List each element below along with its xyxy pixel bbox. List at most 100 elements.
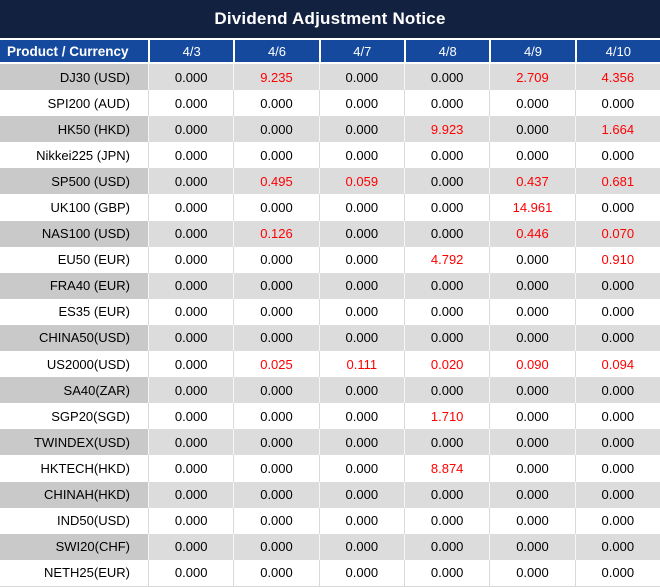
product-cell: EU50 (EUR) [0, 246, 148, 273]
table-row: UK100 (GBP) 0.000 0.000 0.000 0.000 14.961 0.0… [0, 194, 660, 221]
column-header-date-4: 4/8 [403, 40, 489, 62]
product-cell: UK100 (GBP) [0, 194, 148, 221]
value-cell: 0.000 [489, 246, 575, 273]
table-row: SPI200 (AUD) 0.000 0.000 0.000 0.000 0.000 0.0… [0, 90, 660, 117]
value-cell: 0.000 [489, 377, 575, 404]
value-cell: 0.000 [233, 116, 319, 143]
value-cell: 0.000 [318, 324, 404, 352]
value-cell: 0.000 [148, 429, 234, 456]
value-cell: 0.000 [148, 403, 234, 430]
value-cell: 0.000 [403, 168, 490, 195]
table-row: SA40(ZAR) 0.000 0.000 0.000 0.000 0.000 0.000 [0, 377, 660, 404]
value-cell: 0.000 [489, 455, 575, 482]
table-row: EU50 (EUR) 0.000 0.000 0.000 4.792 0.000 0.910 [0, 246, 660, 273]
column-header-product-currency: Product / Currency [7, 43, 129, 59]
value-cell: 0.000 [318, 429, 404, 456]
value-cell: 0.681 [574, 168, 660, 195]
value-cell: 0.070 [574, 220, 660, 247]
value-cell: 0.000 [233, 429, 319, 456]
product-cell: FRA40 (EUR) [0, 272, 148, 299]
value-cell: 0.000 [574, 481, 660, 508]
value-cell: 1.664 [574, 116, 660, 143]
table-row: NAS100 (USD) 0.000 0.126 0.000 0.000 0.446 0.0… [0, 220, 660, 247]
column-header-date-3: 4/7 [318, 40, 404, 62]
value-cell: 0.000 [574, 324, 660, 352]
value-cell: 0.000 [574, 377, 660, 404]
product-cell: ES35 (EUR) [0, 298, 148, 325]
value-cell: 0.020 [403, 351, 490, 378]
product-cell: NAS100 (USD) [0, 220, 148, 247]
value-cell: 4.792 [403, 246, 490, 273]
value-cell: 0.000 [318, 246, 404, 273]
value-cell: 0.000 [148, 168, 234, 195]
value-cell: 4.356 [574, 64, 660, 91]
value-cell: 0.000 [489, 90, 575, 117]
table-row: HK50 (HKD) 0.000 0.000 0.000 9.923 0.000 1.664 [0, 116, 660, 143]
value-cell: 0.000 [148, 351, 234, 378]
value-cell: 0.000 [489, 507, 575, 534]
value-cell: 0.000 [318, 298, 404, 325]
value-cell: 0.437 [489, 168, 575, 195]
value-cell: 0.000 [233, 455, 319, 482]
value-cell: 0.000 [574, 455, 660, 482]
value-cell: 0.000 [318, 90, 404, 117]
value-cell: 0.000 [403, 481, 490, 508]
value-cell: 0.000 [318, 507, 404, 534]
product-cell: IND50(USD) [0, 507, 148, 534]
value-cell: 0.000 [489, 116, 575, 143]
table-row: SP500 (USD) 0.000 0.495 0.059 0.000 0.437 0.68… [0, 168, 660, 195]
value-cell: 0.000 [148, 220, 234, 247]
value-cell: 1.710 [403, 403, 490, 430]
value-cell: 0.000 [489, 429, 575, 456]
value-cell: 0.000 [318, 403, 404, 430]
table-row: HKTECH(HKD) 0.000 0.000 0.000 8.874 0.000 0.00… [0, 455, 660, 482]
value-cell: 0.126 [233, 220, 319, 247]
value-cell: 0.000 [574, 90, 660, 117]
value-cell: 0.000 [318, 142, 404, 169]
value-cell: 0.000 [489, 272, 575, 299]
column-header-date-2: 4/6 [233, 40, 318, 62]
value-cell: 0.000 [148, 507, 234, 534]
value-cell: 0.000 [148, 455, 234, 482]
value-cell: 0.000 [148, 298, 234, 325]
product-cell: CHINA50(USD) [0, 324, 148, 352]
value-cell: 0.000 [148, 377, 234, 404]
value-cell: 9.235 [233, 64, 319, 91]
value-cell: 0.000 [489, 403, 575, 430]
value-cell: 0.000 [148, 481, 234, 508]
value-cell: 9.923 [403, 116, 490, 143]
product-cell: SGP20(SGD) [0, 403, 148, 430]
value-cell: 0.000 [574, 194, 660, 221]
value-cell: 0.000 [318, 559, 404, 586]
value-cell: 0.000 [148, 559, 234, 586]
value-cell: 0.000 [489, 298, 575, 325]
value-cell: 0.000 [403, 272, 490, 299]
value-cell: 0.000 [148, 533, 234, 560]
value-cell: 0.000 [403, 377, 490, 404]
value-cell: 0.000 [403, 142, 490, 169]
product-cell: SA40(ZAR) [0, 377, 148, 404]
product-cell: NETH25(EUR) [0, 559, 148, 586]
value-cell: 0.000 [318, 116, 404, 143]
value-cell: 0.000 [574, 142, 660, 169]
table-row: SGP20(SGD) 0.000 0.000 0.000 1.710 0.000 0.000 [0, 403, 660, 430]
table-row: IND50(USD) 0.000 0.000 0.000 0.000 0.000 0.000 [0, 507, 660, 534]
value-cell: 0.000 [403, 429, 490, 456]
value-cell: 0.000 [574, 298, 660, 325]
value-cell: 0.000 [318, 64, 404, 91]
value-cell: 0.111 [318, 351, 404, 378]
value-cell: 0.000 [574, 507, 660, 534]
value-cell: 0.446 [489, 220, 575, 247]
table-body: DJ30 (USD) 0.000 9.235 0.000 0.000 2.709 4.356… [0, 64, 660, 586]
product-cell: CHINAH(HKD) [0, 481, 148, 508]
column-header-date-6: 4/10 [574, 40, 660, 62]
value-cell: 0.000 [574, 559, 660, 586]
page-title: Dividend Adjustment Notice [0, 0, 660, 38]
table-row: DJ30 (USD) 0.000 9.235 0.000 0.000 2.709 4.356 [0, 64, 660, 91]
value-cell: 0.000 [403, 90, 490, 117]
value-cell: 0.000 [233, 194, 319, 221]
value-cell: 0.000 [233, 142, 319, 169]
value-cell: 0.000 [574, 272, 660, 299]
value-cell: 0.000 [148, 246, 234, 273]
